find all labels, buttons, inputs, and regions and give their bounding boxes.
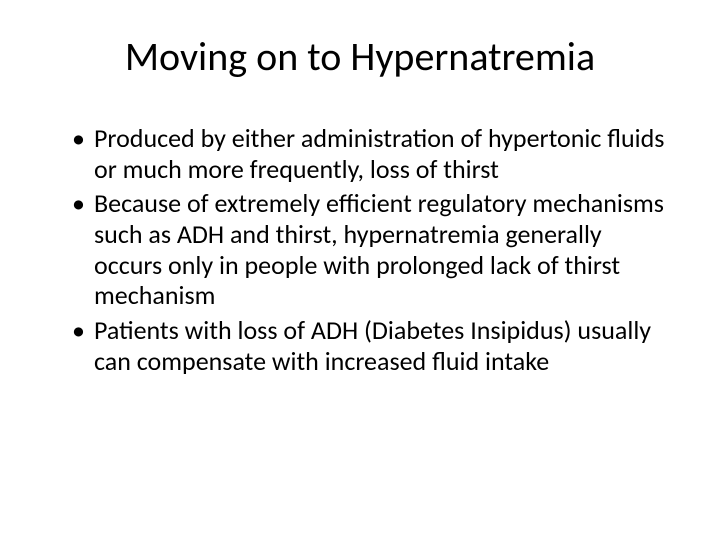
slide-title: Moving on to Hypernatremia	[48, 32, 672, 81]
list-item: Produced by either administration of hyp…	[72, 123, 672, 184]
bullet-list: Produced by either administration of hyp…	[48, 123, 672, 376]
list-item: Because of extremely efficient regulator…	[72, 188, 672, 311]
slide-container: Moving on to Hypernatremia Produced by e…	[0, 0, 720, 540]
list-item: Patients with loss of ADH (Diabetes Insi…	[72, 315, 672, 376]
